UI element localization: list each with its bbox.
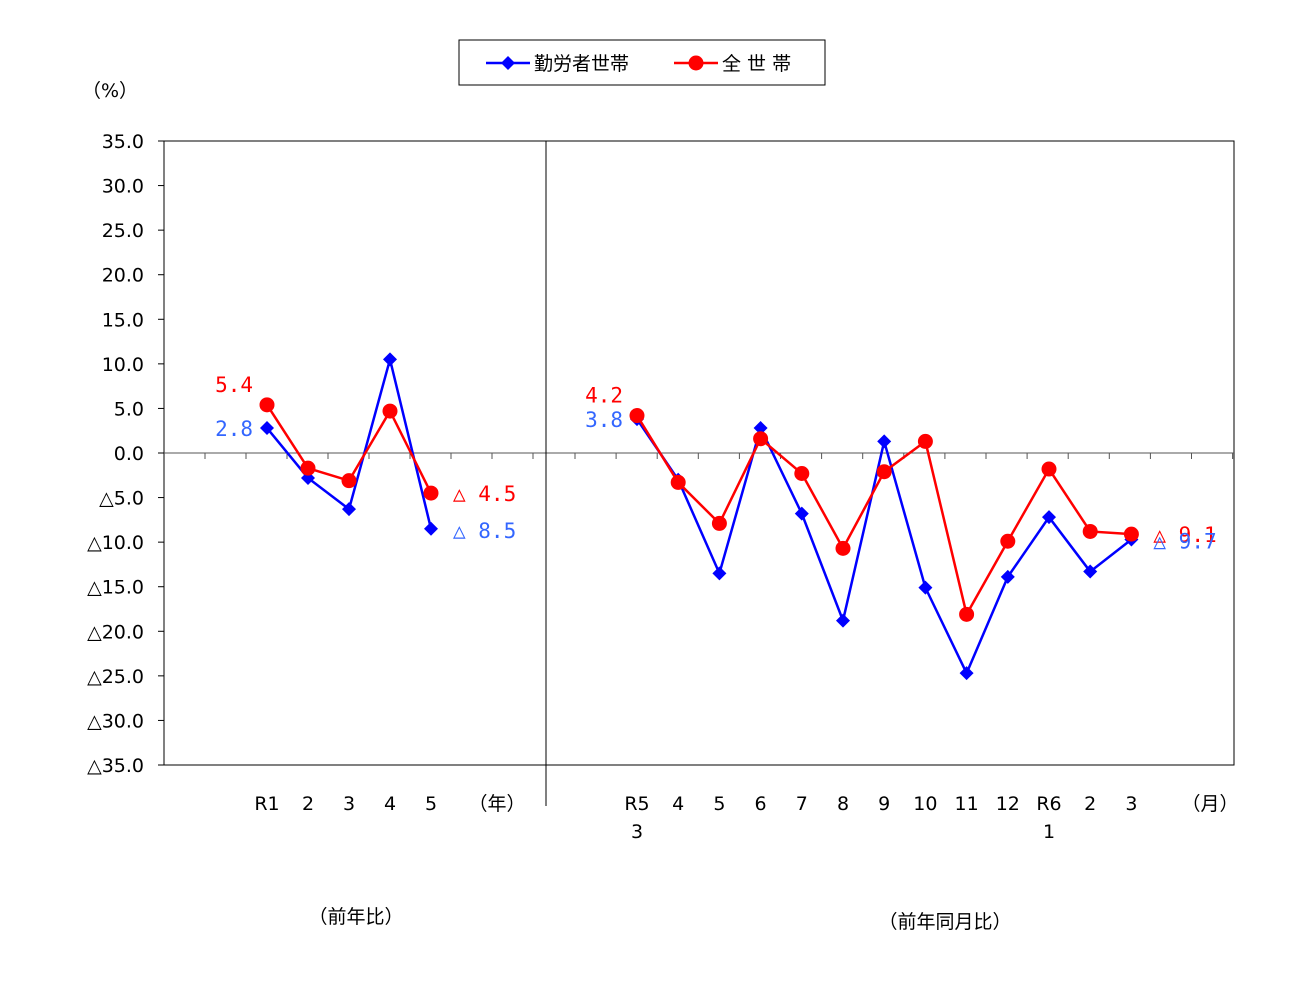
x-tick-label: R6 bbox=[1036, 793, 1061, 815]
x-tick-label: 3 bbox=[343, 793, 355, 815]
y-tick-labels: 35.0 30.0 25.0 20.0 15.0 10.0 5.0 0.0 △5.0 △10.0 △… bbox=[87, 131, 164, 777]
x-tick-label: 4 bbox=[384, 793, 396, 815]
data-point bbox=[1042, 510, 1056, 525]
y-tick-label: 5.0 bbox=[114, 398, 144, 420]
data-point bbox=[382, 403, 398, 419]
x-tick-label: 5 bbox=[713, 793, 725, 815]
data-point bbox=[1000, 569, 1015, 584]
data-point bbox=[342, 502, 356, 517]
legend-marker bbox=[501, 56, 515, 70]
x-tick-label: R5 bbox=[624, 793, 649, 815]
x-tick-label: 9 bbox=[878, 793, 890, 815]
data-point bbox=[1082, 523, 1098, 539]
y-tick-label: 20.0 bbox=[102, 265, 144, 287]
y-axis-unit: （%） bbox=[82, 80, 138, 102]
x-tick-label: 8 bbox=[837, 793, 849, 815]
data-point bbox=[918, 580, 933, 595]
data-point bbox=[959, 666, 974, 681]
data-point bbox=[877, 434, 892, 449]
data-point bbox=[753, 431, 769, 447]
y-tick-label: △20.0 bbox=[87, 621, 144, 643]
data-point bbox=[424, 521, 438, 536]
x-tick-label: 3 bbox=[1125, 793, 1137, 815]
data-point bbox=[835, 540, 851, 556]
y-tick-label: 25.0 bbox=[102, 220, 144, 242]
data-point bbox=[1123, 526, 1139, 542]
data-point bbox=[1000, 533, 1016, 549]
plot-marks: 5.4 2.8 △ 4.5 △ 8.5 4.23.8 △ 9.1△ 9.7 bbox=[215, 352, 1217, 681]
data-label: △ 4.5 bbox=[453, 482, 516, 506]
data-point bbox=[260, 421, 274, 436]
x-unit-left: （年） bbox=[468, 793, 525, 815]
legend: 勤労者世帯 全 世 帯 bbox=[486, 53, 791, 75]
data-point bbox=[1083, 564, 1098, 579]
data-point bbox=[836, 613, 850, 628]
x-tick-label: 1 bbox=[1043, 821, 1055, 843]
x-unit-right: （月） bbox=[1181, 793, 1238, 815]
data-point bbox=[259, 397, 275, 413]
data-point bbox=[917, 433, 933, 449]
caption-right: （前年同月比） bbox=[878, 911, 1011, 933]
data-point bbox=[876, 464, 892, 480]
x-minor-ticks bbox=[204, 453, 1234, 459]
y-tick-label: 10.0 bbox=[102, 354, 144, 376]
x-tick-label: 12 bbox=[996, 793, 1020, 815]
x-tick-label: 11 bbox=[955, 793, 979, 815]
x-tick-label: 5 bbox=[425, 793, 437, 815]
y-tick-label: △10.0 bbox=[87, 532, 144, 554]
y-tick-label: △15.0 bbox=[87, 577, 144, 599]
data-label: 2.8 bbox=[215, 417, 253, 441]
x-tick-label: 7 bbox=[796, 793, 808, 815]
y-tick-label: △5.0 bbox=[99, 488, 144, 510]
legend-marker bbox=[688, 55, 704, 71]
data-point bbox=[1041, 461, 1057, 477]
y-tick-label: △30.0 bbox=[87, 710, 144, 732]
data-point bbox=[300, 460, 316, 476]
x-tick-label: 3 bbox=[631, 821, 643, 843]
x-tick-label: R1 bbox=[254, 793, 279, 815]
data-point bbox=[341, 473, 357, 489]
y-tick-label: 30.0 bbox=[102, 176, 144, 198]
data-point bbox=[423, 485, 439, 501]
legend-label: 全 世 帯 bbox=[722, 53, 791, 75]
data-point bbox=[794, 466, 810, 482]
y-tick-label: 15.0 bbox=[102, 309, 144, 331]
caption-left: （前年比） bbox=[308, 906, 403, 928]
y-tick-label: 0.0 bbox=[114, 443, 144, 465]
data-point bbox=[753, 421, 768, 436]
x-tick-label: 6 bbox=[755, 793, 767, 815]
data-label: △ 9.7 bbox=[1153, 529, 1216, 553]
data-point bbox=[711, 515, 727, 531]
data-point bbox=[959, 606, 975, 622]
legend-label: 勤労者世帯 bbox=[534, 53, 629, 75]
x-tick-label: 2 bbox=[1084, 793, 1096, 815]
data-label: △ 9.1 bbox=[1153, 523, 1216, 547]
data-point bbox=[629, 408, 645, 424]
data-point bbox=[670, 474, 686, 490]
data-label: △ 8.5 bbox=[453, 519, 516, 543]
data-point bbox=[712, 566, 727, 581]
y-tick-label: 35.0 bbox=[102, 131, 144, 153]
data-point bbox=[794, 506, 809, 521]
x-tick-label: 2 bbox=[302, 793, 314, 815]
data-label: 4.2 bbox=[585, 384, 623, 408]
y-tick-label: △35.0 bbox=[87, 755, 144, 777]
data-label: 3.8 bbox=[585, 408, 623, 432]
data-point bbox=[383, 352, 397, 367]
data-label: 5.4 bbox=[215, 373, 253, 397]
x-tick-label: 4 bbox=[672, 793, 684, 815]
x-tick-label: 10 bbox=[913, 793, 937, 815]
y-tick-label: △25.0 bbox=[87, 666, 144, 688]
